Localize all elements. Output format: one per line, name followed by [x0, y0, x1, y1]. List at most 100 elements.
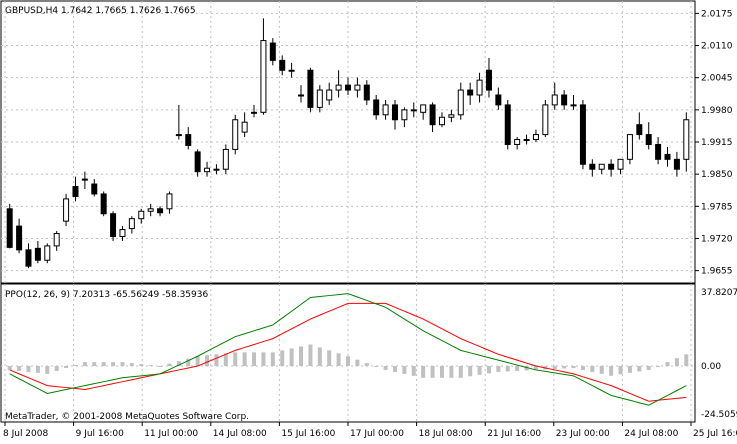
- candle-body: [570, 104, 577, 107]
- candle-body: [157, 208, 164, 214]
- time-tick-label: 9 Jul 16:00: [76, 429, 125, 439]
- histogram-bar: [92, 362, 97, 367]
- histogram-bar: [148, 365, 153, 367]
- candle-body: [523, 139, 530, 142]
- time-tick-label: 14 Jul 08:00: [213, 429, 267, 439]
- candle-body: [542, 104, 549, 136]
- candle-body: [44, 245, 51, 261]
- histogram-bar: [17, 366, 22, 371]
- histogram-bar: [458, 366, 463, 378]
- histogram-bar: [515, 366, 520, 371]
- time-tick-label: 11 Jul 00:00: [144, 429, 198, 439]
- time-tick-label: 23 Jul 00:00: [556, 429, 610, 439]
- candle-body: [532, 134, 539, 141]
- candle-body: [307, 69, 314, 108]
- histogram-bar: [646, 366, 651, 370]
- candle-body: [269, 42, 276, 61]
- candle-body: [100, 193, 107, 215]
- candle-body: [128, 218, 135, 230]
- price-tick-label: 1.9850: [701, 170, 733, 180]
- candle-body: [448, 114, 455, 118]
- histogram-bar: [562, 366, 567, 369]
- histogram-bar: [7, 366, 12, 370]
- histogram-bar: [684, 354, 689, 367]
- histogram-bar: [270, 352, 275, 367]
- candle-body: [185, 134, 192, 146]
- candle-body: [495, 94, 502, 106]
- histogram-bar: [421, 366, 426, 378]
- candle-body: [16, 225, 23, 251]
- candle-body: [138, 210, 145, 220]
- histogram-bar: [533, 366, 538, 370]
- histogram-bar: [486, 366, 491, 374]
- histogram-bar: [327, 350, 332, 367]
- time-tick-label: 8 Jul 2008: [3, 429, 48, 439]
- candle-body: [335, 84, 342, 91]
- candle-body: [589, 163, 596, 170]
- histogram-bar: [580, 366, 585, 370]
- price-tick-label: 2.0175: [701, 9, 733, 19]
- histogram-bar: [468, 366, 473, 377]
- price-axis: 2.0175 2.0110 2.0045 1.9980 1.9915 1.9850 1.97…: [695, 9, 733, 277]
- time-axis: 8 Jul 2008 9 Jul 16:00 11 Jul 00:00 14 Jul …: [3, 422, 737, 439]
- candle-body: [166, 193, 173, 210]
- price-tick-label: 1.9655: [701, 267, 733, 277]
- candle-body: [6, 208, 13, 248]
- time-tick-label: 21 Jul 16:00: [487, 429, 541, 439]
- candle-body: [241, 121, 248, 133]
- candle-body: [373, 99, 380, 116]
- histogram-bar: [308, 344, 313, 367]
- histogram-bar: [364, 363, 369, 367]
- histogram-bar: [139, 364, 144, 367]
- time-tick-label: 18 Jul 08:00: [419, 429, 473, 439]
- histogram-bar: [505, 366, 510, 372]
- candle-body: [232, 119, 239, 150]
- histogram-bar: [54, 366, 59, 371]
- histogram-bar: [411, 366, 416, 376]
- histogram-bar: [336, 353, 341, 367]
- candle-body: [410, 109, 417, 112]
- candle-body: [391, 104, 398, 121]
- histogram-bar: [299, 346, 304, 367]
- candle-body: [655, 143, 662, 160]
- histogram-bar: [111, 362, 116, 367]
- histogram-bar: [129, 363, 134, 367]
- candle-body: [467, 89, 474, 96]
- candle-body: [476, 79, 483, 96]
- candle-body: [34, 247, 41, 261]
- candle-body: [617, 158, 624, 170]
- ppo-tick-label: 0.00: [701, 362, 721, 372]
- histogram-bar: [26, 366, 31, 372]
- histogram-bar: [73, 365, 78, 367]
- histogram-bar: [252, 352, 257, 367]
- candle-body: [457, 89, 464, 116]
- histogram-bar: [45, 366, 50, 374]
- histogram-bar: [449, 366, 454, 378]
- ppo-main-line: [9, 293, 687, 406]
- histogram-bar: [261, 352, 266, 367]
- histogram-bar: [674, 358, 679, 367]
- candle-body: [514, 139, 521, 145]
- histogram-bar: [223, 353, 228, 367]
- histogram-bar: [571, 366, 576, 368]
- histogram-bar: [552, 366, 557, 369]
- candle-body: [222, 148, 229, 170]
- candle-body: [626, 134, 633, 160]
- price-tick-label: 1.9915: [701, 138, 733, 148]
- candle-body: [175, 134, 182, 137]
- ppo-header: PPO(12, 26, 9) 7.20313 -65.56249 -58.359…: [5, 290, 208, 300]
- histogram-bar: [627, 366, 632, 373]
- chart-header: GBPUSD,H4 1.7642 1.7665 1.7626 1.7665: [5, 6, 196, 16]
- signal-line: [9, 302, 687, 402]
- histogram-bar: [317, 347, 322, 367]
- time-tick-label: 25 Jul 16:00: [693, 429, 737, 439]
- candle-body: [298, 94, 305, 97]
- candle-body: [664, 153, 671, 160]
- candle-body: [673, 158, 680, 170]
- price-tick-label: 2.0045: [701, 74, 733, 84]
- histogram-bar: [35, 366, 40, 373]
- candle-body: [345, 84, 351, 91]
- candle-body: [110, 213, 117, 237]
- histogram-bar: [214, 354, 219, 367]
